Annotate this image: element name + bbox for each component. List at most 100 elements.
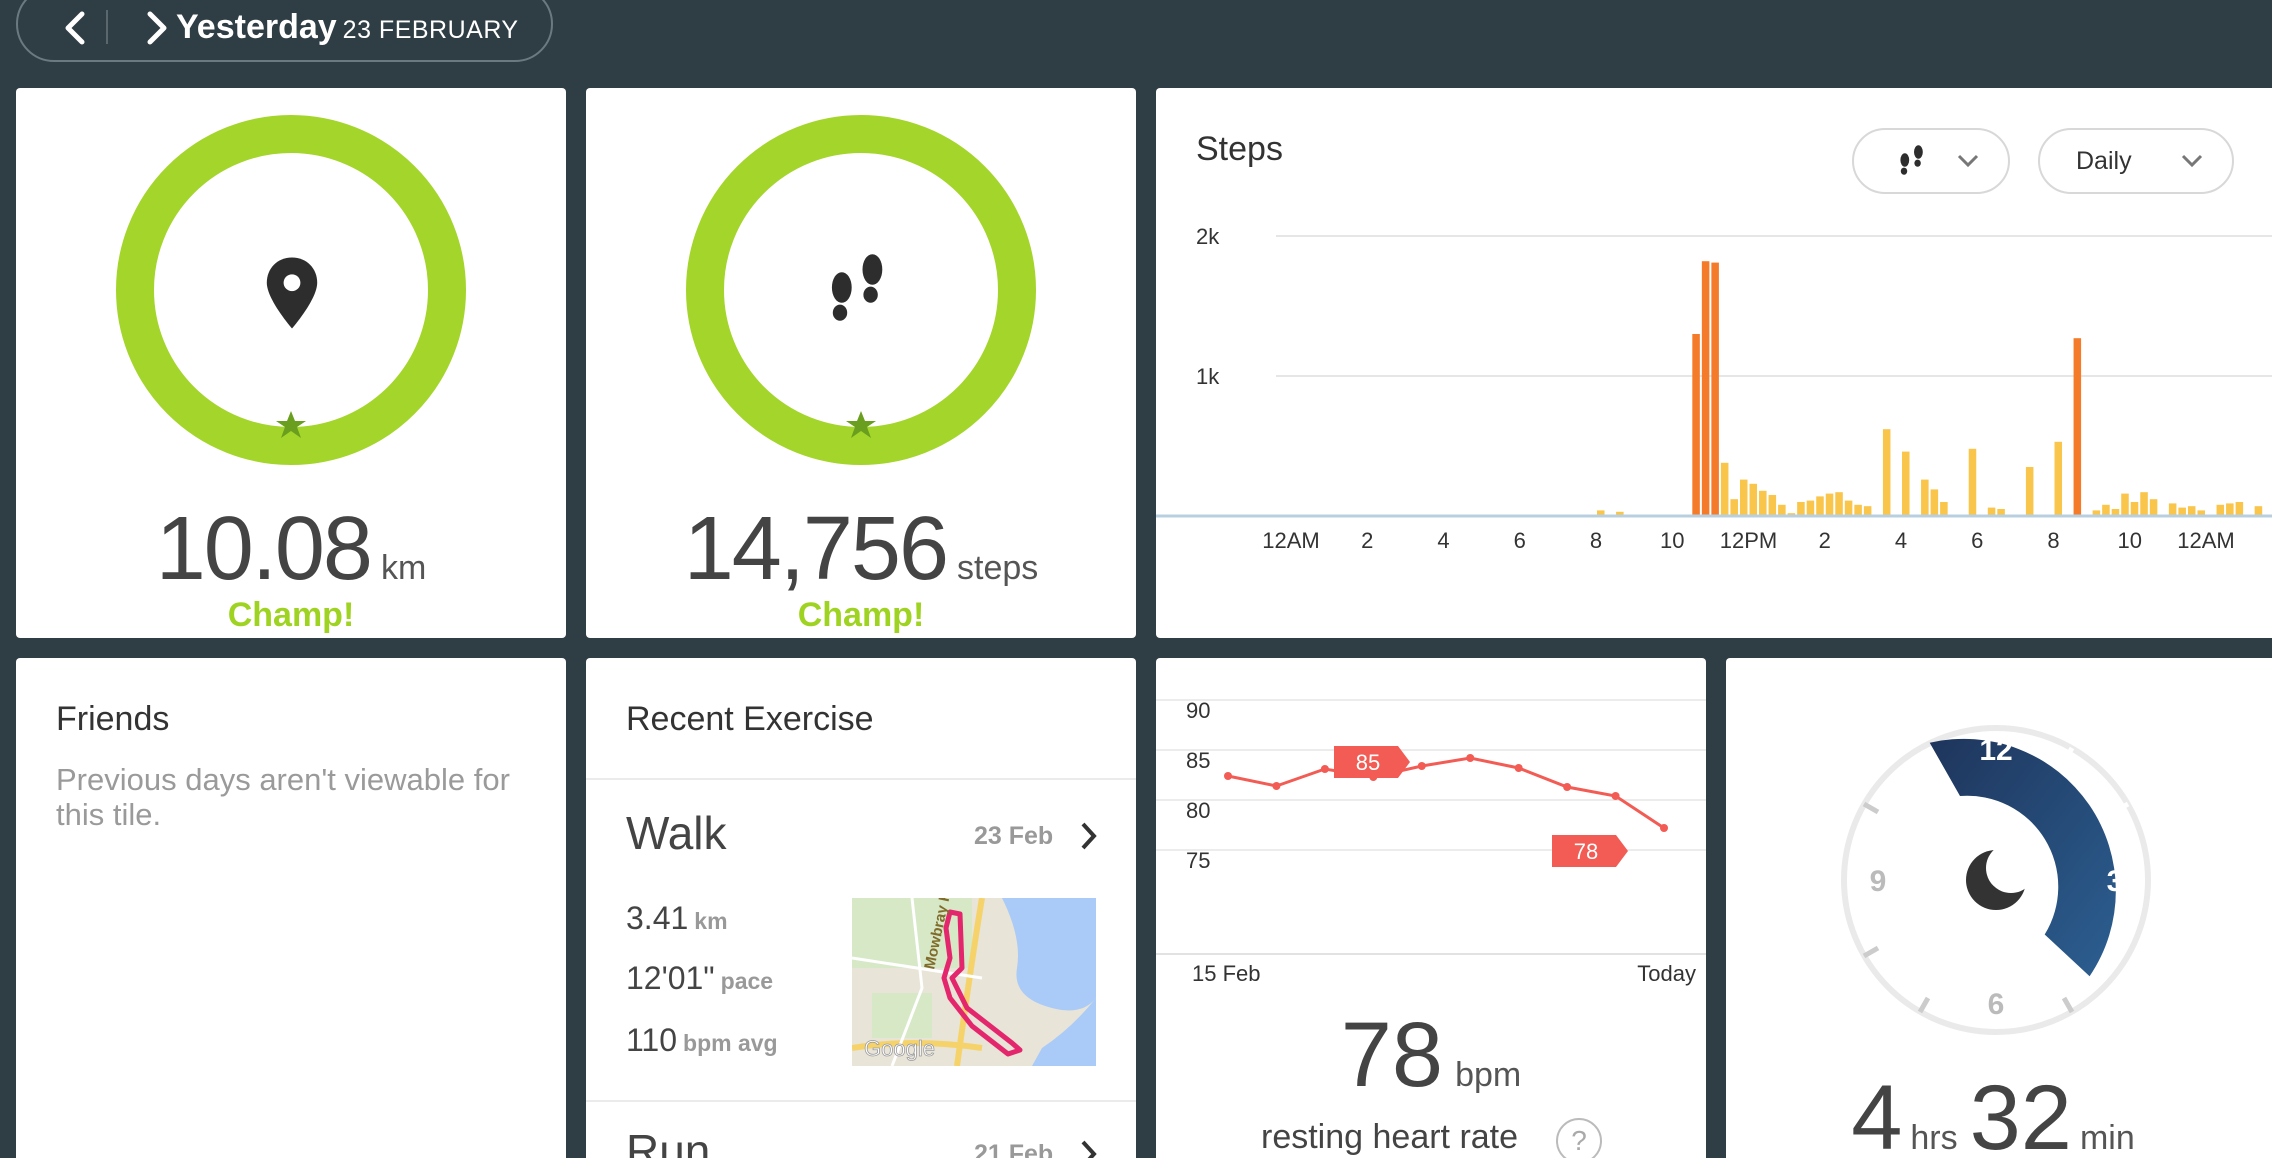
steps-bar [1987, 507, 1996, 516]
steps-bar [2025, 467, 2034, 516]
heart-rate-point [1514, 764, 1523, 772]
heart-rate-tile[interactable]: 90 85 80 75 15 Feb Today 85 78 78 bpm resting he… [1156, 658, 1706, 1158]
steps-bar [1730, 499, 1738, 516]
callout-label: 78 [1574, 839, 1598, 864]
steps-bar [2054, 441, 2063, 516]
x-tick-label: 4 [1437, 528, 1449, 553]
x-tick-label: 6 [1971, 528, 1983, 553]
steps-bar [2168, 503, 2177, 516]
steps-bar [1720, 462, 1729, 516]
y-tick-label: 2k [1196, 224, 1220, 249]
period-dropdown[interactable]: Daily [2038, 128, 2234, 194]
footprints-icon [1900, 145, 1923, 175]
heart-rate-point [1272, 782, 1281, 790]
day-label: Yesterday [176, 8, 337, 46]
exercise-distance: 3.41 km [626, 900, 728, 936]
y-tick-label: 85 [1186, 748, 1210, 773]
distance-value: 10.08 km [16, 498, 566, 601]
steps-chart-title: Steps [1196, 130, 1283, 168]
steps-bar [2216, 504, 2225, 516]
sleep-duration: 4 hrs 32 min [1726, 1066, 2272, 1158]
steps-number: 14,756 [683, 499, 949, 599]
y-tick-label: 90 [1186, 698, 1210, 723]
heart-rate-point [1660, 824, 1668, 832]
map-pin-icon [266, 257, 318, 329]
steps-badge: Champ! [797, 596, 925, 634]
steps-bar [2130, 502, 2139, 516]
steps-bar [1797, 502, 1805, 516]
y-tick-label: 75 [1186, 848, 1210, 873]
sleep-minutes-unit: min [2079, 1119, 2135, 1157]
date-selector: Yesterday 23 FEBRUARY [16, 0, 553, 62]
steps-bar [1930, 489, 1939, 516]
date-label: Yesterday 23 FEBRUARY [176, 8, 519, 47]
steps-bar [2197, 510, 2205, 516]
steps-bar [1835, 492, 1843, 516]
chevron-right-icon [147, 11, 167, 45]
resting-hr-unit: bpm [1455, 1056, 1522, 1094]
heart-rate-callout: 78 [1552, 835, 1628, 867]
callout-label: 85 [1356, 750, 1380, 775]
exercise-divider [586, 778, 1136, 780]
heart-rate-line [1227, 756, 1665, 830]
steps-bar [1997, 509, 2005, 516]
nav-divider [106, 10, 108, 44]
steps-bar [2140, 492, 2148, 516]
chevron-down-icon [2181, 154, 2203, 168]
chevron-right-icon[interactable] [1078, 820, 1100, 852]
steps-bar [1711, 262, 1719, 516]
chevron-left-icon [65, 11, 85, 45]
steps-bar [2178, 507, 2186, 516]
resting-hr-value: 78 bpm [1156, 1003, 1706, 1108]
resting-hr-number: 78 [1340, 1004, 1444, 1106]
x-tick-label: 2 [1819, 528, 1831, 553]
steps-bar [1854, 504, 1862, 516]
steps-bar [1921, 479, 1929, 516]
help-icon[interactable]: ? [1556, 1118, 1602, 1158]
x-tick-label: 12AM [1262, 528, 1319, 553]
distance-badge: Champ! [227, 596, 355, 634]
steps-bar [1701, 261, 1710, 516]
moon-icon [1966, 843, 2036, 910]
steps-bar [1806, 500, 1815, 516]
steps-chart-tile: Steps Daily 2k 1k 12AM 2 4 6 8 10 12PM 2 4 6 8 10 12AM [1156, 88, 2272, 638]
steps-bar [2254, 506, 2263, 516]
footprints-icon [831, 254, 883, 321]
steps-bar [1768, 495, 1777, 516]
x-tick-label: 10 [2118, 528, 2142, 553]
steps-bar [2102, 504, 2110, 516]
next-day-button[interactable] [136, 8, 176, 48]
steps-tile[interactable]: 14,756 steps Champ! [586, 88, 1136, 638]
steps-bar [1940, 502, 1948, 516]
steps-goal-ring [686, 115, 1036, 465]
previous-day-button[interactable] [56, 8, 96, 48]
steps-bar [2111, 509, 2120, 516]
exercise-date: 21 Feb [974, 1140, 1054, 1158]
chevron-down-icon [1957, 154, 1979, 168]
x-tick-label: 12PM [1720, 528, 1777, 553]
steps-bar [1816, 496, 1824, 516]
x-tick-label: 10 [1660, 528, 1684, 553]
distance-tile[interactable]: 10.08 km Champ! [16, 88, 566, 638]
star-icon [276, 411, 306, 438]
y-tick-label: 80 [1186, 798, 1210, 823]
metric-dropdown[interactable] [1852, 128, 2010, 194]
exercise-route-map[interactable]: Mowbray Rd Google [852, 898, 1096, 1066]
x-tick-label: 8 [1590, 528, 1602, 553]
map-brand: Google [864, 1036, 935, 1061]
sleep-tile[interactable]: 12 3 6 9 4 hrs 32 min [1726, 658, 2272, 1158]
heart-rate-line-chart: 90 85 80 75 15 Feb Today 85 78 [1156, 698, 1706, 986]
steps-unit: steps [957, 549, 1039, 587]
heart-rate-point [1611, 792, 1620, 800]
chevron-right-icon[interactable] [1078, 1138, 1100, 1158]
exercise-title: Recent Exercise [626, 700, 874, 738]
steps-bar [1759, 490, 1767, 516]
heart-rate-point [1466, 754, 1475, 762]
dial-label-6: 6 [1988, 988, 2005, 1021]
steps-bar [2226, 503, 2234, 516]
exercise-divider [586, 1100, 1136, 1102]
exercise-name: Run [626, 1125, 711, 1158]
steps-bar [2187, 506, 2196, 516]
sleep-hours-unit: hrs [1910, 1119, 1958, 1157]
friends-tile: Friends Previous days aren't viewable fo… [16, 658, 566, 1158]
